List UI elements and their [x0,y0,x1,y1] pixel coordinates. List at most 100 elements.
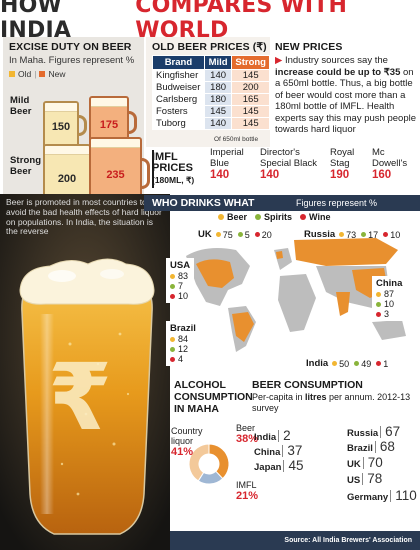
mug-value: 200 [57,173,77,185]
consumption-country: Russia [347,428,379,439]
new-swatch [39,71,46,77]
mug-foam [91,139,140,148]
consumption-value: 45 [288,458,304,473]
alcohol-consumption-panel: ALCOHOL CONSUMPTION IN MAHA [171,374,253,522]
np-text-b: on a 650ml bottle. Thus, a big bottle of… [275,66,416,136]
country-value: 1 [376,359,388,369]
india-highlight [336,292,350,316]
country-value: 10 [170,291,190,301]
mild-price-cell: 180 [203,93,233,106]
value-dot [170,283,175,289]
value-number: 10 [178,291,189,301]
col-header-brand: Brand [152,55,205,70]
country-uk: UK 75 5 20 [198,229,277,240]
legend-new-label: New [48,69,66,79]
brand-cell: Budweiser [152,81,205,94]
brand-cell: Fosters [152,105,205,118]
value-number: 7 [178,281,184,291]
beer-glass-image: ₹ [0,194,170,550]
np-text-bold: increase could be up to ₹35 [275,66,401,78]
legend-item-beer: Beer [218,212,247,222]
country-value: 84 [170,334,196,344]
value-dot [170,293,175,299]
value-dot [361,232,367,237]
consumption-item: Germany 110 [347,488,417,503]
col-header-strong: Strong [231,55,270,70]
value-dot [376,291,381,297]
old-prices-table: Brand Mild Strong Kingfisher 140 145 Budweise… [152,55,270,130]
consumption-country: Germany [347,492,389,503]
page-title: HOW INDIA COMPARES WITH WORLD [0,0,420,43]
mug-handle [128,111,137,134]
separator [278,430,280,442]
value-dot [215,232,221,237]
np-text-a: Industry sources say the [284,55,388,66]
value-number: 87 [384,289,395,299]
usa-highlight [196,259,234,288]
imfl-brand: Imperial Blue [210,147,244,169]
value-number: 49 [361,358,372,369]
mug-body [43,101,79,151]
beer-consumption-panel: BEER CONSUMPTION Per-capita in litres pe… [248,374,420,522]
world-map [186,238,406,352]
brand-cell: Tuborg [152,117,205,130]
value-number: 12 [178,344,189,354]
legend-item-wine: Wine [300,212,330,222]
legend-dot [300,214,307,220]
value-number: 73 [346,229,357,240]
separator [362,457,364,469]
donut-label: Beer [236,423,255,433]
separator [283,460,285,472]
imfl-item: Imperial Blue 140 [210,147,258,181]
beer-intro-text: Beer is promoted in most countries to av… [6,197,162,237]
value-number: 5 [244,229,250,240]
country-value: 87 [376,289,402,299]
donut-label: Country [171,426,203,436]
strong-beer-label: Strong Beer [10,155,42,177]
table-row: Kingfisher 140 145 [152,69,270,82]
mild-price-cell: 145 [203,105,233,118]
brazil-highlight [232,312,254,342]
new-prices-panel: NEW PRICES ▶ Industry sources say the in… [272,37,418,147]
imfl-heading: IMFL PRICES [152,151,193,174]
separator [282,445,284,457]
country-name: Russia [304,229,336,240]
who-legend: Beer Spirits Wine [218,212,330,222]
consumption-country: US [347,475,361,486]
imfl-brand: Director's Special Black [260,147,318,169]
old-swatch [9,71,15,77]
table-row: Budweiser 180 200 [152,81,270,94]
table-row: Carlsberg 180 165 [152,93,270,106]
australia-shape [372,320,406,340]
europe-shape [274,248,292,270]
value-dot [339,232,345,237]
country-name: China [376,278,403,289]
imfl-unit: (180ML, ₹) [152,175,195,185]
rupee-symbol-icon: ₹ [48,344,112,451]
consumption-country: Brazil [347,443,373,454]
consumption-heading: BEER CONSUMPTION [252,379,363,391]
value-dot [170,356,175,362]
mug-foam [45,103,77,112]
consumption-subtitle-a: Per-capita in [252,392,306,402]
consumption-value: 70 [367,455,383,470]
imfl-divider [152,150,154,188]
mug-foam [45,146,89,155]
strong-price-cell: 145 [231,105,270,118]
separator [374,441,376,453]
alcohol-heading: ALCOHOL CONSUMPTION IN MAHA [174,379,253,415]
value-dot [376,361,382,366]
value-number: 1 [383,358,389,369]
legend-label: Spirits [264,212,293,222]
value-dot [332,361,338,366]
old-beer-prices-panel: OLD BEER PRICES (₹) Brand Mild Strong King… [146,37,270,147]
excise-duty-panel: EXCISE DUTY ON BEER In Maha. Figures rep… [3,37,150,220]
source-text: Source: All India Brewers' Association [284,537,412,544]
donut-label: liquor [171,436,193,446]
consumption-item: Russia 67 [347,424,400,439]
donut-slice-country-liquor [188,443,210,482]
imfl-item: Mc Dowell's 160 [372,147,410,181]
country-value: 49 [354,359,371,369]
who-subtitle: Figures represent % [296,198,378,208]
excise-legend: Old | New [9,69,65,79]
